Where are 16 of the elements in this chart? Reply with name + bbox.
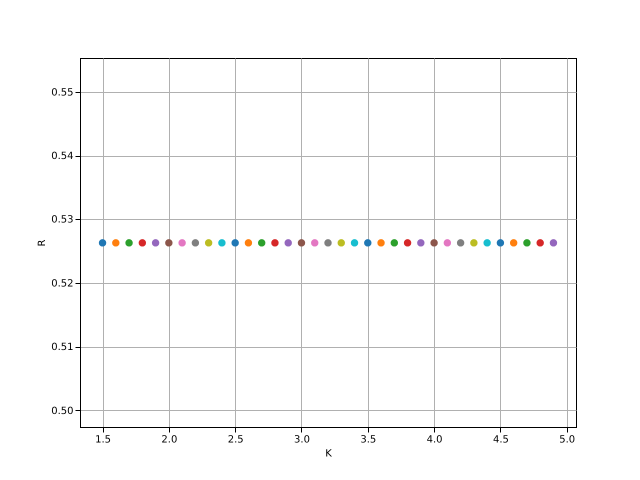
x-tick-label: 3.5	[360, 434, 376, 446]
y-tick-label: 0.51	[51, 342, 74, 354]
y-tick-label: 0.55	[51, 87, 74, 98]
x-tick-label: 1.5	[95, 434, 111, 446]
x-tick-label: 4.0	[426, 434, 443, 446]
y-axis-title: R	[37, 239, 48, 246]
y-tick-label: 0.54	[51, 151, 74, 162]
x-tick-label: 4.5	[492, 434, 509, 446]
x-tick-label: 3.0	[294, 434, 310, 446]
y-tick-label: 0.53	[51, 214, 74, 226]
x-axis-title: K	[325, 448, 332, 460]
x-tick-label: 2.5	[228, 434, 244, 446]
x-tick-label: 2.0	[161, 434, 178, 446]
y-tick-label: 0.52	[51, 278, 74, 290]
x-tick-label: 5.0	[559, 434, 576, 446]
y-tick-label: 0.50	[51, 406, 74, 417]
